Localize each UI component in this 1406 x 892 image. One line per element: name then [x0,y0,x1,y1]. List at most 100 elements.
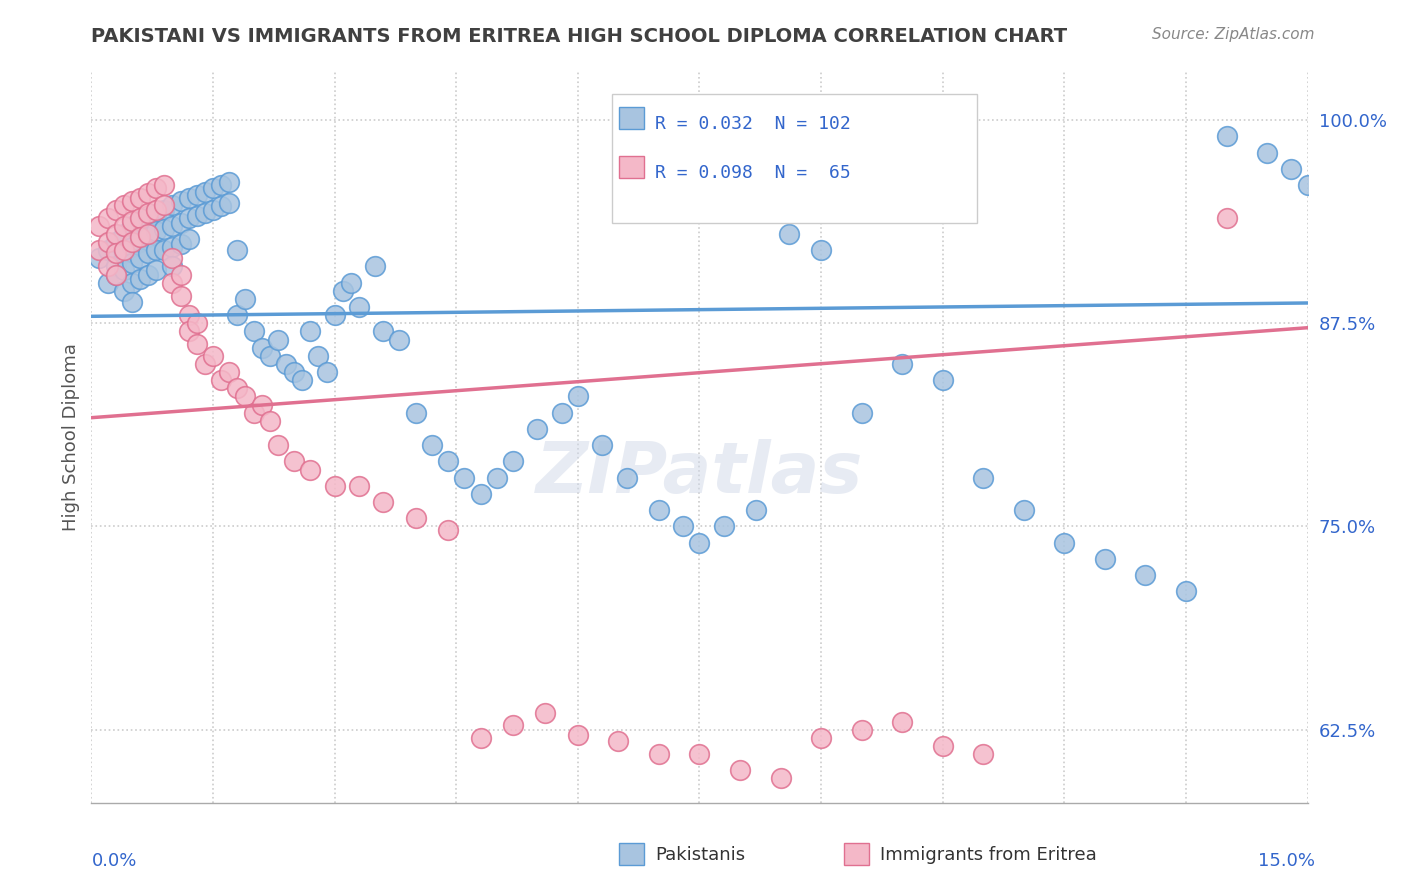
Point [112,262,135,277]
Point [769,772,792,786]
Point [267,333,290,347]
Point [931,739,953,753]
Text: Immigrants from Eritrea: Immigrants from Eritrea [880,846,1097,863]
Point [209,178,232,193]
Point [177,191,200,205]
Point [97,243,120,257]
Point [145,262,167,277]
Point [283,365,305,379]
Point [810,243,832,257]
Point [851,406,873,420]
Point [186,209,208,223]
Point [104,268,127,282]
Point [121,235,143,249]
Point [177,325,200,339]
Point [186,316,208,330]
Point [453,471,475,485]
Point [1215,129,1237,144]
Point [104,260,127,274]
Point [405,511,427,525]
Point [931,373,953,387]
Point [307,349,329,363]
Point [1215,211,1237,225]
Point [250,341,273,355]
Point [153,222,176,236]
Point [186,337,208,351]
Point [169,215,191,229]
Point [121,276,143,290]
Point [112,227,135,241]
Point [437,523,460,537]
Point [226,381,249,395]
Point [616,471,638,485]
Point [121,214,143,228]
Point [136,227,159,241]
Point [218,365,240,379]
Point [323,308,346,322]
Point [648,747,671,761]
Text: R = 0.098  N =  65: R = 0.098 N = 65 [655,164,851,182]
Point [121,240,143,254]
Point [235,292,257,306]
Point [226,243,249,257]
Point [972,747,994,761]
Point [177,232,200,246]
Point [97,276,120,290]
Point [145,243,167,257]
Point [672,519,695,533]
Point [526,422,548,436]
Point [121,219,143,233]
Point [129,272,152,286]
Point [104,246,127,260]
Point [364,260,387,274]
Point [136,246,159,260]
Point [259,349,281,363]
Point [145,207,167,221]
Point [713,519,735,533]
Point [169,236,191,251]
Point [299,462,322,476]
Point [728,764,751,778]
Point [267,438,290,452]
Point [104,202,127,217]
Point [347,479,370,493]
Point [1256,145,1278,160]
Point [891,714,914,729]
Point [162,240,184,254]
Text: ZIPatlas: ZIPatlas [536,439,863,508]
Point [136,186,159,201]
Text: Source: ZipAtlas.com: Source: ZipAtlas.com [1152,27,1315,42]
Point [121,194,143,209]
Point [470,731,492,745]
Point [550,406,572,420]
Point [534,706,557,721]
Point [136,206,159,220]
Point [420,438,443,452]
Point [1135,568,1157,582]
Point [1175,584,1198,599]
Point [97,260,120,274]
Point [194,185,217,199]
Text: 15.0%: 15.0% [1257,852,1315,870]
Point [136,268,159,282]
Point [972,471,994,485]
Point [250,398,273,412]
Point [1296,178,1319,193]
Point [169,288,191,302]
Point [502,454,524,468]
Point [373,325,395,339]
Point [299,325,322,339]
Point [202,349,225,363]
Point [104,235,127,249]
Point [145,181,167,195]
Point [162,252,184,266]
Point [340,276,363,290]
Point [162,219,184,233]
Point [502,718,524,732]
Point [209,373,232,387]
Point [607,734,630,748]
Point [104,227,127,241]
Point [242,325,264,339]
Point [745,503,768,517]
Point [129,211,152,225]
